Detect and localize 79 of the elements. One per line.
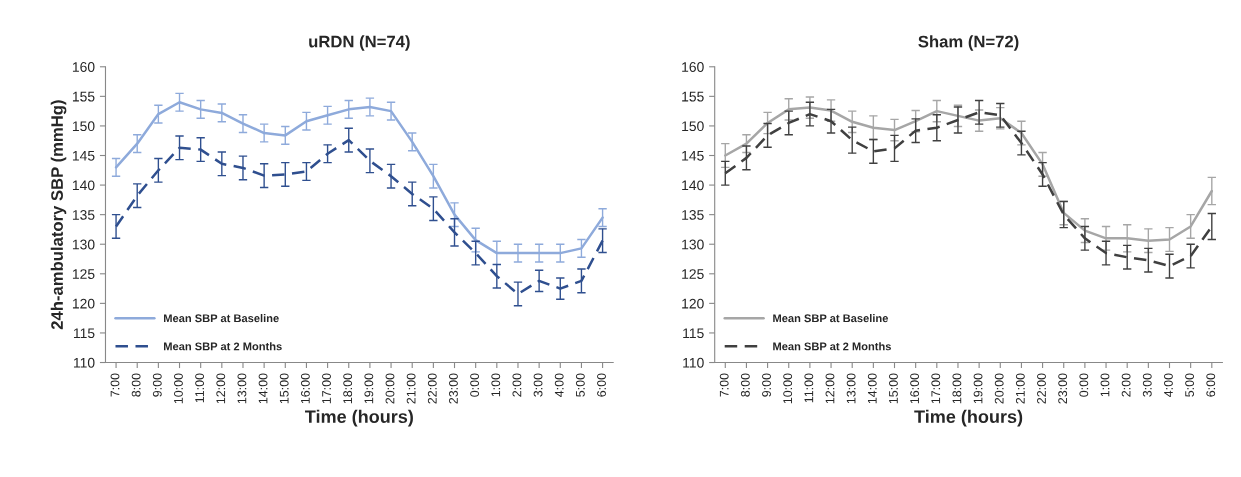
y-tick-label: 155 <box>682 91 704 102</box>
x-tick-label: 14:00 <box>258 373 268 404</box>
x-tick-label: 16:00 <box>300 373 310 404</box>
x-tick-label: 13:00 <box>237 373 247 404</box>
y-tick-label: 125 <box>682 269 704 279</box>
x-tick-label: 22:00 <box>1037 373 1046 404</box>
x-tick-label: 10:00 <box>783 373 793 404</box>
x-tick-label: 15:00 <box>279 373 289 404</box>
x-tick-label: 18:00 <box>952 373 962 404</box>
y-tick-label: 115 <box>73 328 95 339</box>
x-tick-label: 10:00 <box>174 373 183 404</box>
y-tick-label: 160 <box>72 62 95 72</box>
x-tick-label: 14:00 <box>867 373 877 404</box>
y-tick-label: 150 <box>72 121 95 132</box>
x-tick-label: 13:00 <box>846 373 856 404</box>
x-tick-label: 11:00 <box>804 373 814 403</box>
y-tick-label: 160 <box>682 62 704 72</box>
x-tick-label: 2:00 <box>512 373 522 397</box>
y-tick-label: 130 <box>682 239 704 250</box>
x-tick-label: 15:00 <box>889 373 898 404</box>
chart-title: Sham (N=72) <box>918 35 1019 51</box>
y-tick-label: 150 <box>682 121 704 132</box>
x-tick-label: 20:00 <box>385 373 395 404</box>
legend-label: Mean SBP at Baseline <box>164 314 279 323</box>
x-tick-label: 23:00 <box>1058 373 1068 404</box>
x-tick-label: 7:00 <box>719 373 729 397</box>
x-tick-label: 21:00 <box>1015 373 1025 404</box>
y-tick-label: 110 <box>73 357 95 368</box>
x-axis-title: Time (hours) <box>914 409 1023 427</box>
x-tick-label: 12:00 <box>216 373 226 404</box>
legend-label: Mean SBP at 2 Months <box>773 342 891 351</box>
y-tick-label: 135 <box>72 209 95 220</box>
x-tick-label: 19:00 <box>364 373 374 404</box>
y-tick-label: 115 <box>683 328 704 339</box>
x-tick-label: 12:00 <box>825 373 835 404</box>
y-axis-title: 24h-ambulatory SBP (mmHg) <box>50 100 67 330</box>
y-tick-label: 140 <box>72 180 95 191</box>
x-tick-label: 20:00 <box>994 373 1004 404</box>
x-tick-label: 1:00 <box>491 373 501 397</box>
x-tick-label: 18:00 <box>343 373 353 404</box>
x-tick-label: 1:00 <box>1100 373 1110 397</box>
x-tick-label: 6:00 <box>597 373 606 397</box>
y-tick-label: 145 <box>682 150 704 161</box>
x-tick-label: 6:00 <box>1206 373 1216 397</box>
x-axis-title: Time (hours) <box>305 409 413 427</box>
x-tick-label: 17:00 <box>322 373 331 404</box>
x-tick-label: 8:00 <box>740 373 750 397</box>
x-tick-label: 5:00 <box>575 373 585 397</box>
x-tick-label: 0:00 <box>1079 373 1089 397</box>
legend-label: Mean SBP at Baseline <box>773 314 888 323</box>
x-tick-label: 16:00 <box>910 373 920 404</box>
x-tick-label: 3:00 <box>533 373 543 397</box>
x-tick-label: 11:00 <box>195 373 205 403</box>
x-tick-label: 4:00 <box>554 373 564 397</box>
x-tick-label: 19:00 <box>973 373 983 404</box>
x-tick-label: 4:00 <box>1164 373 1173 397</box>
y-tick-label: 130 <box>72 239 95 250</box>
y-tick-label: 135 <box>682 209 704 220</box>
y-tick-label: 120 <box>682 298 704 309</box>
x-tick-label: 23:00 <box>449 373 458 404</box>
y-tick-label: 110 <box>683 357 704 368</box>
y-tick-label: 140 <box>682 180 704 191</box>
x-tick-label: 3:00 <box>1142 373 1152 397</box>
x-tick-label: 8:00 <box>131 373 141 397</box>
x-tick-label: 9:00 <box>762 373 771 397</box>
x-tick-label: 7:00 <box>110 373 120 397</box>
x-tick-label: 2:00 <box>1121 373 1131 397</box>
x-tick-label: 5:00 <box>1185 373 1195 397</box>
y-tick-label: 145 <box>72 150 95 161</box>
y-tick-label: 120 <box>72 298 95 309</box>
x-tick-label: 22:00 <box>427 373 437 404</box>
chart-title: uRDN (N=74) <box>309 35 410 51</box>
x-tick-label: 21:00 <box>406 373 416 404</box>
x-tick-label: 0:00 <box>470 373 480 397</box>
x-tick-label: 9:00 <box>152 373 162 397</box>
legend-label: Mean SBP at 2 Months <box>164 342 282 351</box>
x-tick-label: 17:00 <box>931 373 941 404</box>
y-tick-label: 155 <box>72 91 95 102</box>
y-tick-label: 125 <box>72 269 95 279</box>
